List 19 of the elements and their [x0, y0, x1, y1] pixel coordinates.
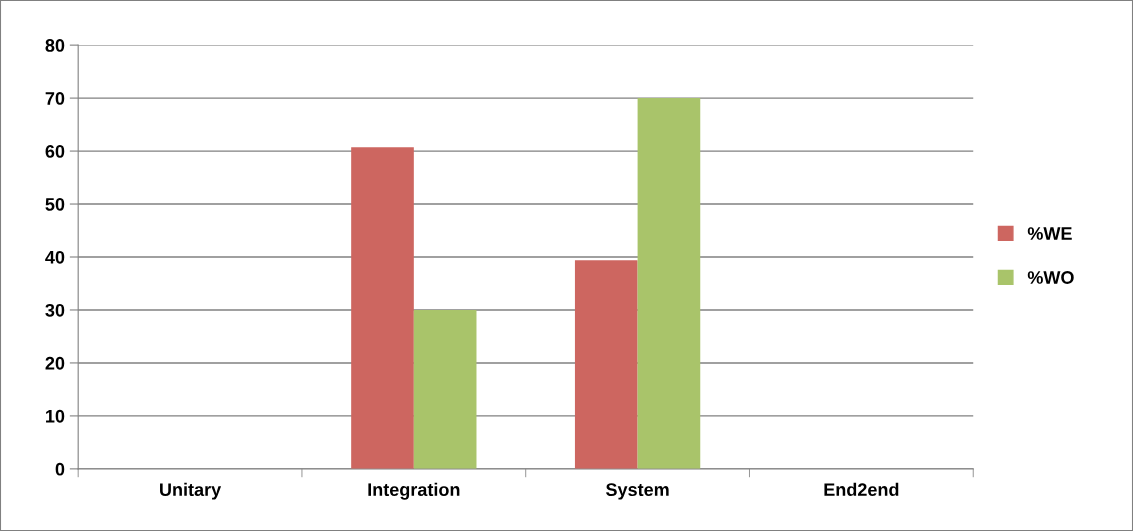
legend-label: %WO: [1027, 271, 1074, 284]
x-tick-label: Integration: [368, 482, 460, 500]
bar: [574, 260, 638, 469]
bar: [413, 309, 477, 469]
bar: [351, 147, 414, 469]
y-tick-label: 50: [45, 197, 65, 211]
x-tick-label: Unitary: [160, 482, 222, 500]
y-tick-label: 80: [45, 39, 65, 52]
y-tick-label: 20: [45, 356, 65, 370]
x-tick-label: System: [606, 483, 669, 500]
bar: [637, 98, 701, 469]
y-tick-label: 40: [45, 250, 65, 264]
legend-label: %WE: [1027, 227, 1072, 240]
y-tick-label: 10: [46, 409, 65, 423]
y-tick-label: 0: [55, 462, 65, 476]
y-tick-label: 70: [45, 92, 65, 105]
x-tick-label: End2end: [824, 482, 899, 497]
y-tick-label: 30: [45, 303, 65, 317]
y-tick-label: 60: [45, 145, 65, 158]
